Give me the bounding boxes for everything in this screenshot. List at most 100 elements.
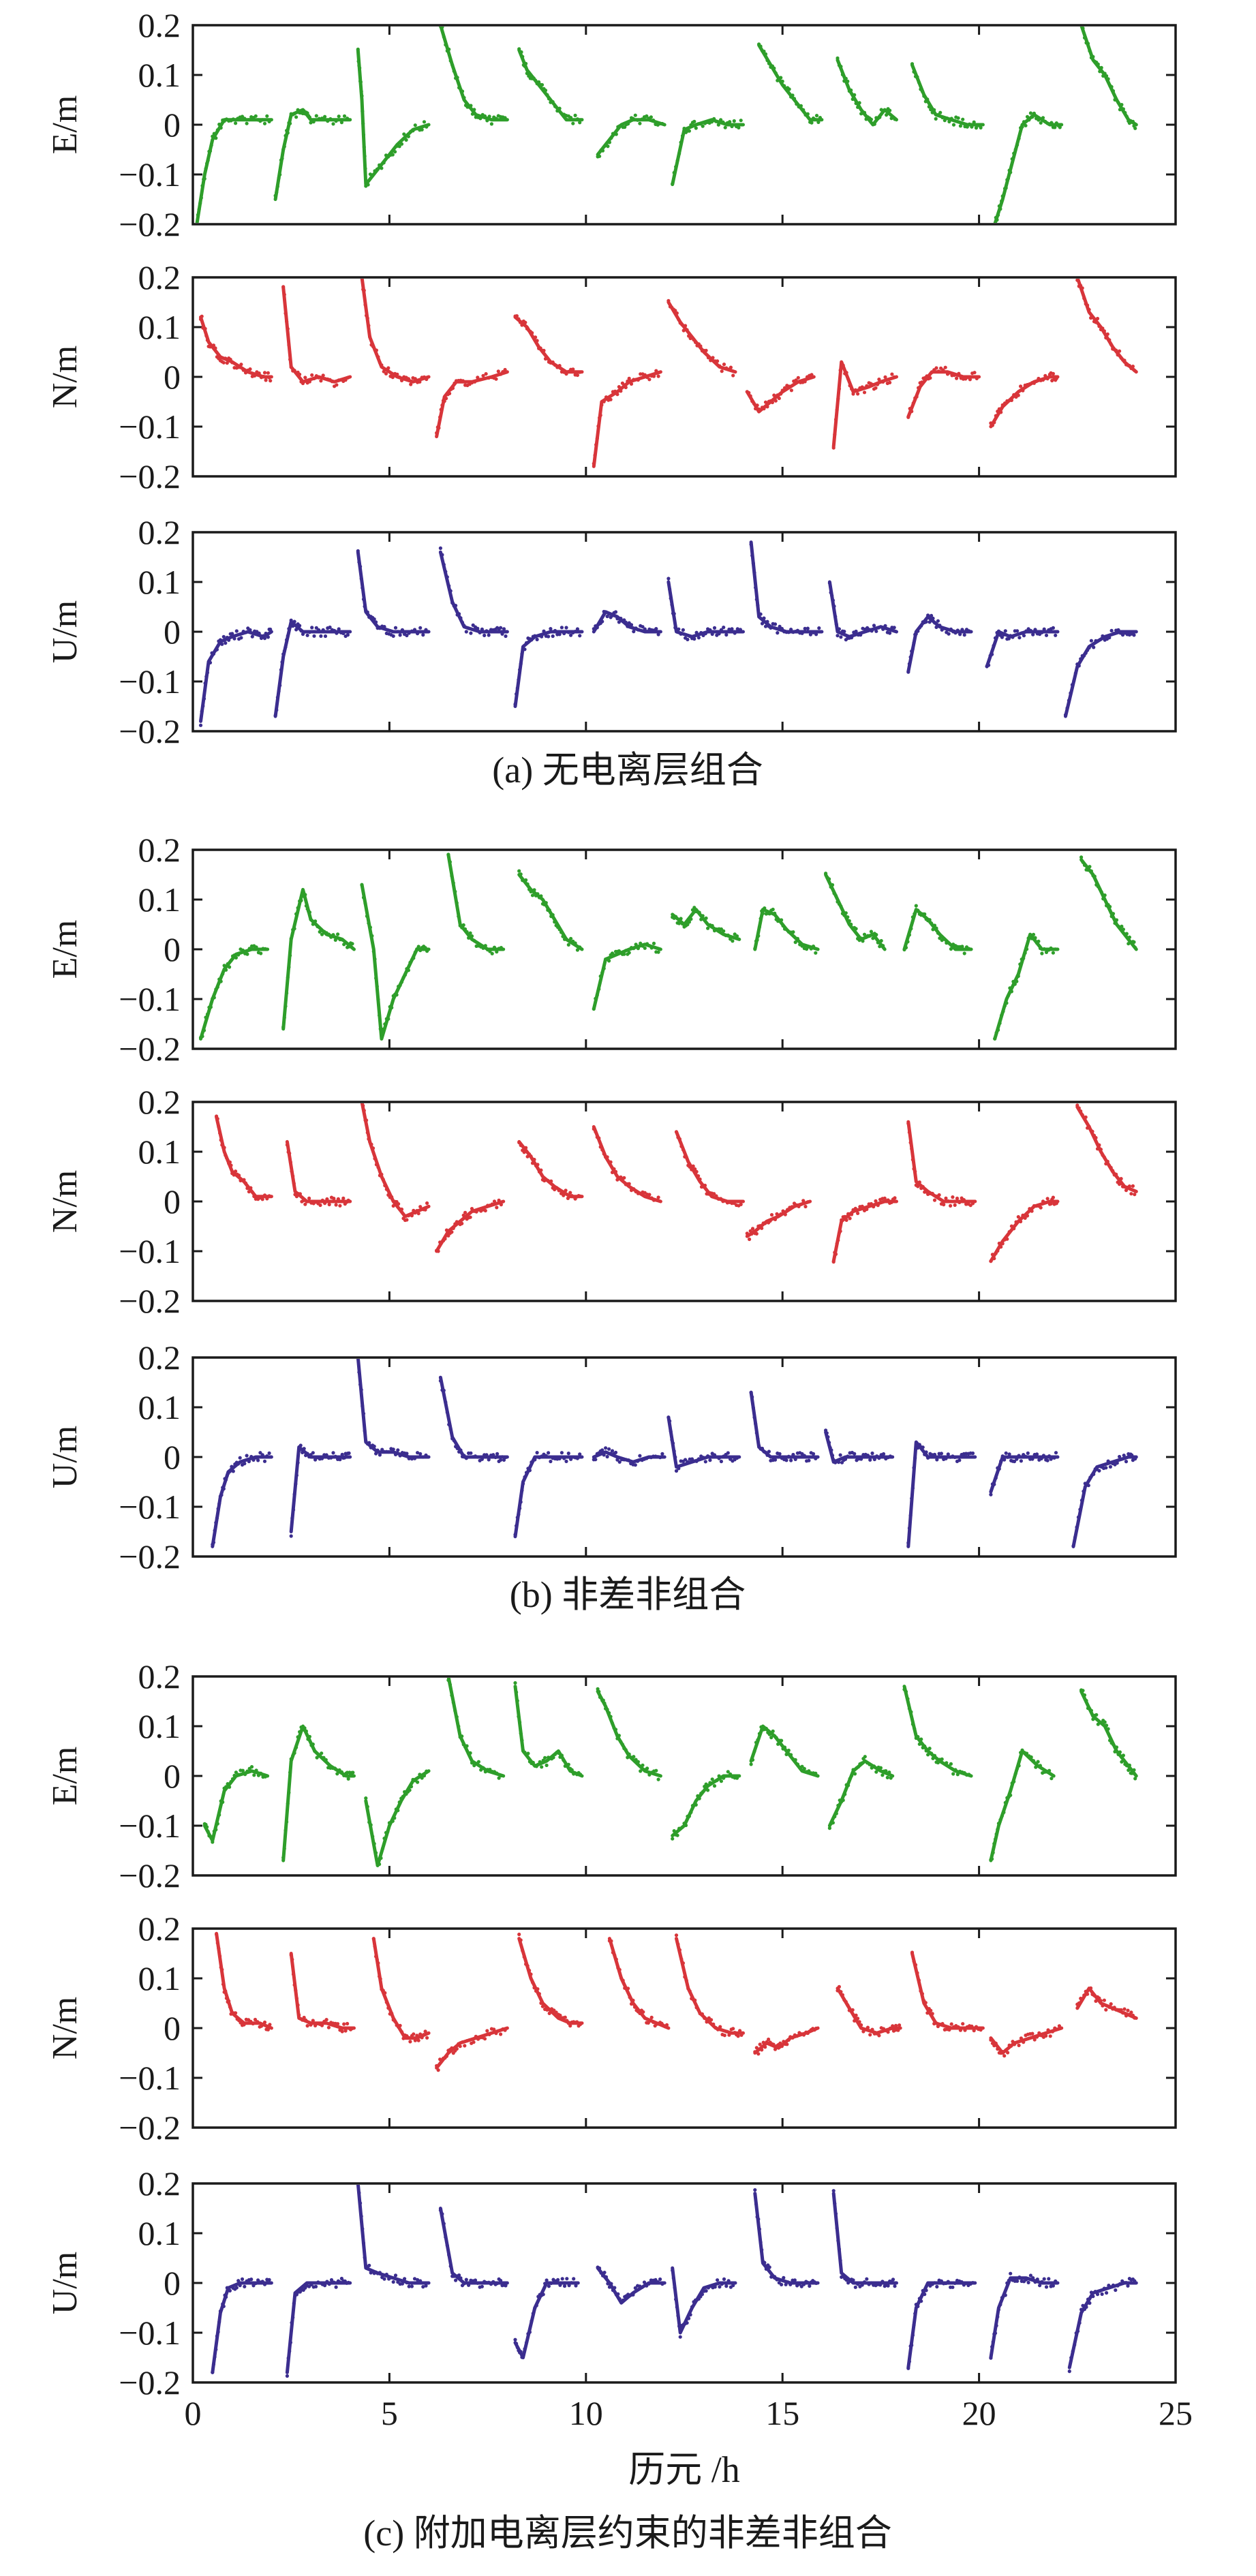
data-point (397, 375, 401, 380)
data-point (691, 1164, 695, 1168)
data-point (616, 2292, 620, 2296)
data-point (851, 2278, 855, 2282)
data-point (773, 1217, 778, 1221)
data-point (607, 1711, 611, 1715)
data-point (789, 388, 793, 393)
data-point (1045, 1458, 1050, 1462)
x-tick-label: 0 (185, 2394, 202, 2432)
data-point (1028, 628, 1032, 633)
data-point (1114, 98, 1119, 102)
data-point (717, 1456, 721, 1460)
data-point (942, 626, 947, 630)
data-point (803, 626, 807, 630)
data-point (536, 1762, 540, 1766)
data-point (530, 1161, 535, 1165)
data-point (1016, 974, 1020, 978)
data-point (1016, 1215, 1020, 1219)
data-point (992, 1841, 996, 1846)
data-point (1005, 1237, 1009, 1241)
data-point (1021, 1213, 1025, 1217)
data-point (737, 125, 741, 129)
data-point (729, 365, 733, 369)
data-point (968, 122, 972, 126)
data-point (536, 892, 540, 896)
data-point (424, 628, 428, 632)
data-point (801, 108, 806, 112)
data-point (265, 1454, 269, 1458)
data-point (680, 922, 685, 926)
data-point (977, 123, 981, 127)
data-point (856, 392, 860, 396)
data-point (1065, 706, 1069, 710)
data-point (604, 2275, 609, 2279)
data-point (908, 1514, 913, 1518)
data-point (610, 1170, 615, 1174)
data-point (682, 126, 686, 131)
data-point (836, 56, 840, 60)
data-point (703, 1460, 707, 1464)
data-point (373, 1944, 377, 1948)
data-point (362, 1109, 366, 1113)
data-point (311, 922, 315, 926)
data-point (397, 1800, 401, 1805)
data-segment (596, 2266, 667, 2305)
data-point (284, 134, 288, 138)
data-point (1002, 193, 1006, 197)
data-point (398, 2023, 402, 2027)
data-point (530, 1980, 535, 1984)
data-point (677, 1948, 682, 1952)
data-point (329, 2278, 334, 2282)
data-point (780, 626, 784, 631)
data-point (846, 79, 850, 83)
data-point (866, 2025, 870, 2029)
data-point (321, 373, 325, 378)
data-point (545, 356, 549, 360)
data-point (532, 888, 536, 892)
data-point (378, 1862, 382, 1867)
data-point (396, 630, 400, 634)
data-point (227, 638, 231, 642)
data-point (602, 2271, 607, 2275)
data-point (444, 43, 448, 47)
data-point (687, 920, 692, 924)
data-point (609, 397, 613, 401)
data-point (806, 112, 810, 116)
data-point (412, 2277, 417, 2281)
data-point (935, 1458, 939, 1462)
data-point (767, 2037, 771, 2042)
data-point (626, 1458, 631, 1462)
data-point (699, 344, 703, 348)
data-point (1054, 1451, 1058, 1455)
data-point (807, 1769, 811, 1773)
y-tick-label: 0.2 (138, 2164, 181, 2203)
data-point (677, 1137, 682, 1141)
data-point (600, 403, 604, 407)
data-point (221, 634, 226, 639)
data-point (219, 2307, 224, 2312)
data-point (547, 1451, 551, 1455)
data-point (1000, 199, 1004, 203)
y-axis-label: E/m (46, 1747, 85, 1806)
data-point (381, 1027, 385, 1031)
data-point (1120, 2011, 1125, 2015)
data-point (515, 2346, 519, 2350)
data-point (319, 634, 323, 639)
data-point (491, 1453, 495, 1457)
data-point (752, 1749, 756, 1753)
data-point (205, 671, 209, 675)
data-point (754, 585, 758, 589)
data-point (1080, 286, 1084, 290)
data-point (440, 403, 444, 408)
data-point (619, 1740, 623, 1744)
data-point (639, 941, 643, 945)
data-point (1109, 85, 1114, 89)
data-point (445, 1410, 449, 1415)
data-point (532, 1157, 536, 1162)
data-point (1015, 1766, 1020, 1770)
x-tick-label: 5 (381, 2394, 398, 2432)
data-point (684, 1978, 688, 1982)
data-point (593, 453, 597, 457)
data-point (1118, 1454, 1122, 1459)
data-point (237, 365, 241, 369)
data-point (378, 2271, 382, 2275)
